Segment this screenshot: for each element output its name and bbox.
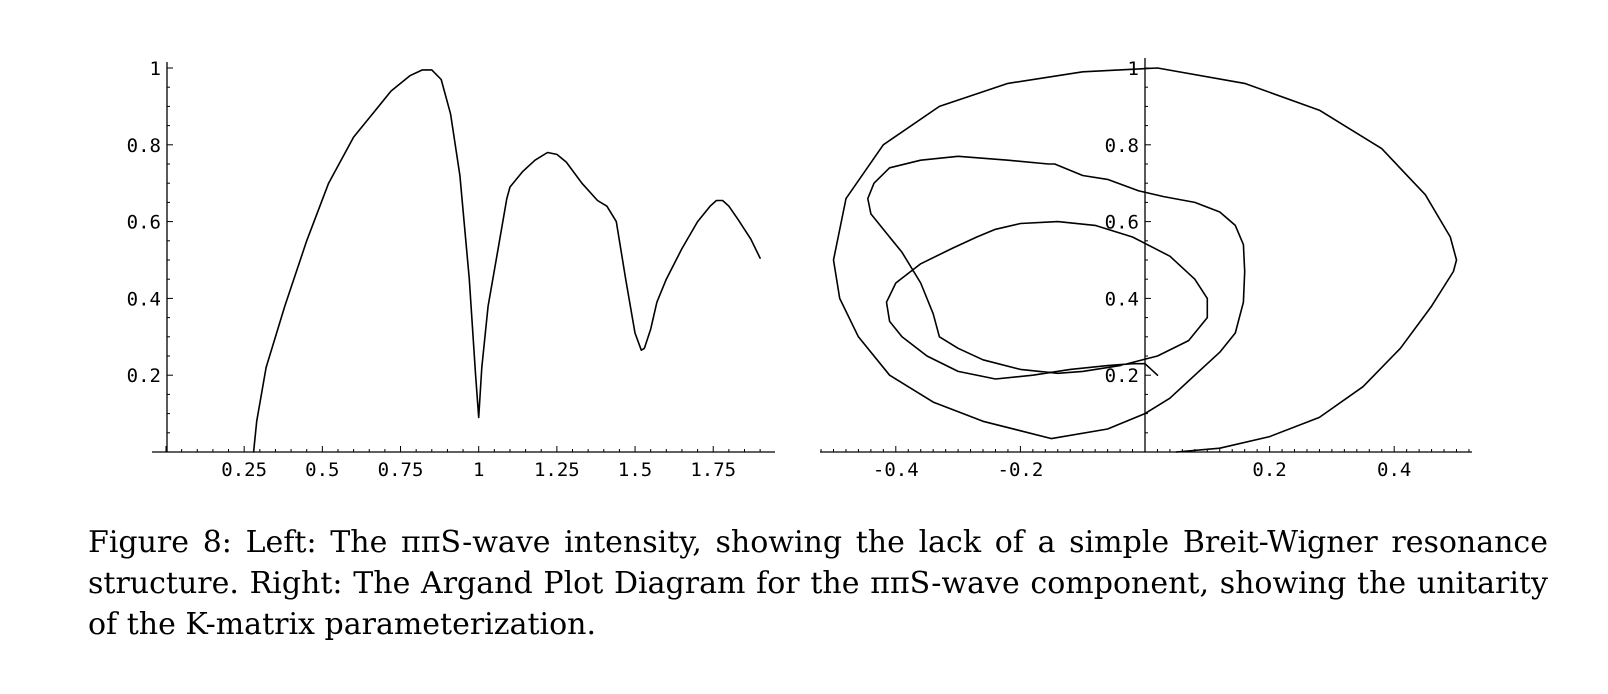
y-tick-label: 1 [150,58,161,80]
left-chart-intensity: 0.25 0.5 0.75 1 1.25 1.5 1.75 0.2 0.4 0.6 0.8 1 [127,58,775,481]
y-tick-label: 0.8 [127,135,161,157]
x-tick-label: 0.4 [1377,459,1411,481]
y-tick-label: 0.2 [1105,365,1139,387]
figure-caption: Figure 8: Left: The ππS-wave intensity, … [88,525,1548,642]
x-tick-label: -0.4 [873,459,919,481]
x-tick-label: 1.75 [690,459,736,481]
x-tick-label: 0.25 [221,459,267,481]
x-tick-label: 0.5 [305,459,339,481]
y-tick-label: 0.6 [127,212,161,234]
x-tick-label: 1.25 [534,459,580,481]
y-tick-label: 0.4 [127,288,161,310]
x-tick-label: 0.75 [378,459,424,481]
y-tick-label: 0.6 [1105,212,1139,234]
x-tick-label: -0.2 [998,459,1044,481]
y-tick-label: 0.8 [1105,135,1139,157]
y-tick-label: 0.4 [1105,288,1139,310]
figure-charts: 0.25 0.5 0.75 1 1.25 1.5 1.75 0.2 0.4 0.6 0.8 1 -0.… [127,58,1472,481]
right-chart-argand: -0.4 -0.2 0.2 0.40.20.40.60.81 [820,58,1472,481]
x-tick-label: 1.5 [618,459,652,481]
argand-curve [832,67,1458,453]
x-tick-label: 0.2 [1252,459,1286,481]
intensity-curve [252,69,761,453]
x-tick-label: 1 [473,459,484,481]
y-tick-label: 0.2 [127,365,161,387]
